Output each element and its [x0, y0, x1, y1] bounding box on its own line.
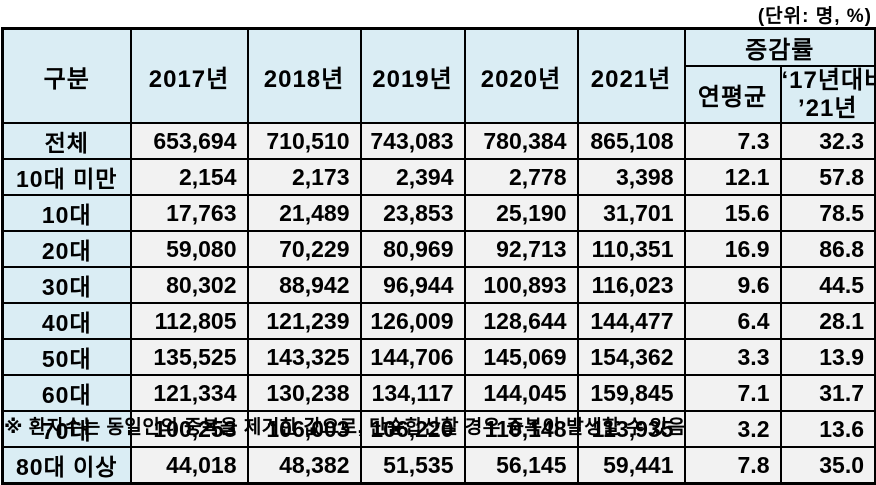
- value-cell-2018: 88,942: [246, 266, 362, 305]
- value-cell-annual-avg: 15.6: [683, 194, 782, 233]
- value-cell-annual-avg: 6.4: [683, 302, 782, 341]
- value-cell-2018: 21,489: [246, 194, 362, 233]
- value-cell-2017: 135,525: [129, 338, 249, 377]
- value-cell-2018: 2,173: [246, 158, 362, 197]
- value-cell-2018: 121,239: [246, 302, 362, 341]
- year-header-2020: 2020년: [463, 27, 579, 125]
- value-cell-vs-2017: 44.5: [779, 266, 876, 305]
- value-cell-2017: 44,018: [129, 446, 249, 485]
- value-cell-2017: 112,805: [129, 302, 249, 341]
- value-cell-2018: 710,510: [246, 122, 362, 161]
- value-cell-2019: 80,969: [359, 230, 466, 269]
- row-label-cell: 10대: [1, 194, 132, 233]
- row-label-cell: 80대 이상: [1, 446, 132, 485]
- annual-average-header: 연평균: [683, 64, 782, 125]
- value-cell-2018: 70,229: [246, 230, 362, 269]
- table-row: 10대 미만 2,154 2,173 2,394 2,778 3,398 12.…: [1, 158, 876, 197]
- row-label-cell: 전체: [1, 122, 132, 161]
- value-cell-vs-2017: 57.8: [779, 158, 876, 197]
- value-cell-2021: 31,701: [576, 194, 686, 233]
- value-cell-2021: 110,351: [576, 230, 686, 269]
- row-label-cell: 40대: [1, 302, 132, 341]
- year-header-2018: 2018년: [246, 27, 362, 125]
- value-cell-vs-2017: 35.0: [779, 446, 876, 485]
- patients-by-age-table: 구분 2017년 2018년 2019년 2020년 2021년 증감률 연평균…: [1, 27, 876, 485]
- row-label-cell: 10대 미만: [1, 158, 132, 197]
- table-row: 80대 이상 44,018 48,382 51,535 56,145 59,44…: [1, 446, 876, 485]
- value-cell-2019: 23,853: [359, 194, 466, 233]
- vs-2017-header: ‘17년대비 ’21년: [779, 64, 876, 125]
- row-label-cell: 20대: [1, 230, 132, 269]
- table-row: 40대 112,805 121,239 126,009 128,644 144,…: [1, 302, 876, 341]
- value-cell-annual-avg: 7.3: [683, 122, 782, 161]
- value-cell-2020: 128,644: [463, 302, 579, 341]
- value-cell-2019: 144,706: [359, 338, 466, 377]
- value-cell-annual-avg: 7.8: [683, 446, 782, 485]
- value-cell-2021: 59,441: [576, 446, 686, 485]
- unit-label: (단위: 명, %): [757, 6, 872, 27]
- corner-header-cell: 구분: [1, 27, 132, 125]
- table-header: 구분 2017년 2018년 2019년 2020년 2021년 증감률 연평균…: [1, 27, 876, 125]
- value-cell-2018: 48,382: [246, 446, 362, 485]
- value-cell-annual-avg: 9.6: [683, 266, 782, 305]
- value-cell-2020: 144,045: [463, 374, 579, 413]
- value-cell-2020: 25,190: [463, 194, 579, 233]
- value-cell-annual-avg: 16.9: [683, 230, 782, 269]
- value-cell-vs-2017: 86.8: [779, 230, 876, 269]
- year-header-2019: 2019년: [359, 27, 466, 125]
- value-cell-vs-2017: 28.1: [779, 302, 876, 341]
- value-cell-2017: 121,334: [129, 374, 249, 413]
- value-cell-2019: 743,083: [359, 122, 466, 161]
- value-cell-vs-2017: 13.6: [779, 410, 876, 449]
- table-row: 전체 653,694 710,510 743,083 780,384 865,1…: [1, 122, 876, 161]
- row-label-cell: 50대: [1, 338, 132, 377]
- year-header-2017: 2017년: [129, 27, 249, 125]
- value-cell-2020: 92,713: [463, 230, 579, 269]
- table-row: 60대 121,334 130,238 134,117 144,045 159,…: [1, 374, 876, 413]
- value-cell-2019: 96,944: [359, 266, 466, 305]
- value-cell-2018: 143,325: [246, 338, 362, 377]
- value-cell-2017: 2,154: [129, 158, 249, 197]
- value-cell-2019: 126,009: [359, 302, 466, 341]
- table-row: 30대 80,302 88,942 96,944 100,893 116,023…: [1, 266, 876, 305]
- row-label-cell: 30대: [1, 266, 132, 305]
- value-cell-vs-2017: 13.9: [779, 338, 876, 377]
- value-cell-annual-avg: 3.3: [683, 338, 782, 377]
- value-cell-annual-avg: 3.2: [683, 410, 782, 449]
- value-cell-2020: 100,893: [463, 266, 579, 305]
- value-cell-2021: 159,845: [576, 374, 686, 413]
- value-cell-vs-2017: 32.3: [779, 122, 876, 161]
- value-cell-2017: 653,694: [129, 122, 249, 161]
- value-cell-2020: 2,778: [463, 158, 579, 197]
- year-header-2021: 2021년: [576, 27, 686, 125]
- vs-2017-header-line2: ’21년: [798, 94, 858, 122]
- vs-2017-header-line1: ‘17년대비: [781, 67, 874, 94]
- table-body: 전체 653,694 710,510 743,083 780,384 865,1…: [1, 122, 876, 485]
- value-cell-2017: 17,763: [129, 194, 249, 233]
- row-label-cell: 60대: [1, 374, 132, 413]
- value-cell-2017: 80,302: [129, 266, 249, 305]
- value-cell-2021: 154,362: [576, 338, 686, 377]
- footnote: ※ 환자수는 동일인의 중복을 제거한 값으로, 단순합산할 경우 중복이 발생…: [4, 417, 686, 438]
- value-cell-2019: 134,117: [359, 374, 466, 413]
- value-cell-2020: 145,069: [463, 338, 579, 377]
- value-cell-annual-avg: 7.1: [683, 374, 782, 413]
- table-row: 20대 59,080 70,229 80,969 92,713 110,351 …: [1, 230, 876, 269]
- value-cell-2021: 865,108: [576, 122, 686, 161]
- value-cell-2021: 3,398: [576, 158, 686, 197]
- value-cell-2017: 59,080: [129, 230, 249, 269]
- table-row: 50대 135,525 143,325 144,706 145,069 154,…: [1, 338, 876, 377]
- growth-rate-group-header: 증감률: [683, 27, 876, 67]
- value-cell-2021: 116,023: [576, 266, 686, 305]
- value-cell-2019: 2,394: [359, 158, 466, 197]
- value-cell-vs-2017: 31.7: [779, 374, 876, 413]
- value-cell-2020: 780,384: [463, 122, 579, 161]
- value-cell-vs-2017: 78.5: [779, 194, 876, 233]
- value-cell-annual-avg: 12.1: [683, 158, 782, 197]
- table-row: 10대 17,763 21,489 23,853 25,190 31,701 1…: [1, 194, 876, 233]
- value-cell-2019: 51,535: [359, 446, 466, 485]
- value-cell-2020: 56,145: [463, 446, 579, 485]
- value-cell-2018: 130,238: [246, 374, 362, 413]
- value-cell-2021: 144,477: [576, 302, 686, 341]
